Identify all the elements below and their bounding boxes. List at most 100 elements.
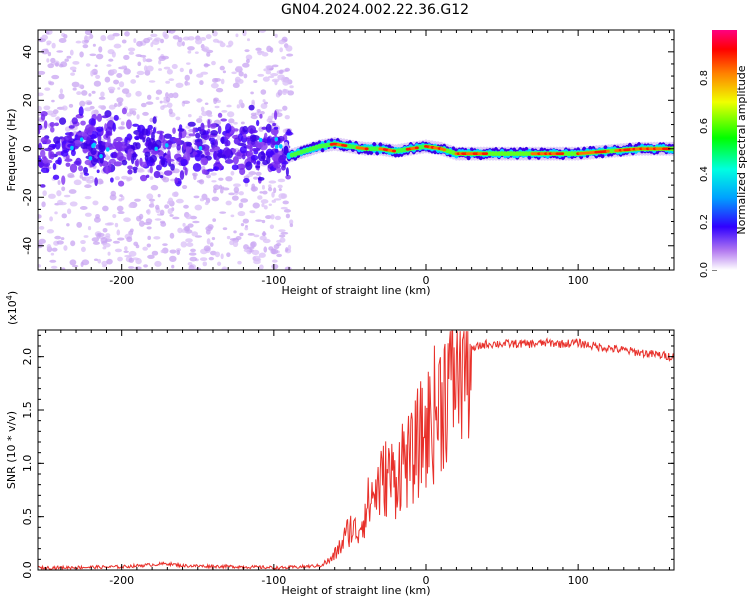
heatmap-cell — [188, 133, 196, 137]
heatmap-cell — [151, 250, 159, 256]
heatmap-cell — [94, 177, 98, 186]
heatmap-cell — [38, 123, 43, 131]
heatmap-cell — [200, 157, 209, 166]
heatmap-cell — [266, 136, 271, 146]
heatmap-cell — [134, 266, 142, 270]
heatmap-cell — [256, 108, 261, 113]
heatmap-cell — [83, 176, 90, 182]
heatmap-cell — [95, 53, 104, 60]
heatmap-cell — [233, 183, 241, 187]
heatmap-cell — [189, 256, 198, 262]
heatmap-cell — [261, 219, 266, 224]
heatmap-cell — [82, 44, 89, 49]
heatmap-cell — [196, 73, 204, 78]
heatmap-cell — [172, 216, 180, 220]
heatmap-cell — [166, 69, 173, 75]
heatmap-cell — [184, 167, 188, 176]
heatmap-cell — [276, 239, 282, 243]
heatmap-cell — [273, 187, 277, 194]
heatmap-cell — [92, 43, 96, 47]
heatmap-cell — [231, 195, 239, 201]
heatmap-cell — [89, 34, 94, 39]
heatmap-cell — [97, 178, 104, 185]
heatmap-cell — [69, 163, 78, 173]
heatmap-cell — [46, 229, 55, 234]
heatmap-cell — [239, 145, 247, 154]
heatmap-cell — [233, 121, 238, 125]
heatmap-cell — [98, 105, 104, 109]
heatmap-cell — [392, 149, 397, 153]
heatmap-cell — [605, 149, 610, 153]
heatmap-cell — [124, 31, 130, 37]
heatmap-cell — [243, 73, 248, 79]
heatmap-cell — [60, 61, 68, 68]
heatmap-cell — [165, 96, 171, 103]
heatmap-cell — [242, 62, 250, 68]
heatmap-cell — [139, 174, 148, 182]
heatmap-cell — [167, 154, 172, 165]
heatmap-cell — [63, 245, 68, 251]
heatmap-cell — [171, 191, 179, 197]
heatmap-cell — [264, 132, 268, 139]
heatmap-cell — [101, 141, 106, 146]
heatmap-cell — [165, 92, 169, 98]
heatmap-cell — [259, 113, 263, 119]
heatmap-cell — [55, 159, 61, 165]
heatmap-cell — [134, 135, 140, 140]
heatmap-cell — [102, 242, 111, 248]
heatmap-cell — [171, 264, 175, 269]
heatmap-cell — [38, 70, 46, 75]
heatmap-cell — [104, 76, 111, 83]
heatmap-cell — [245, 161, 253, 171]
heatmap-cell — [253, 80, 258, 83]
heatmap-cell — [280, 206, 288, 210]
heatmap-cell — [244, 182, 248, 187]
heatmap-cell — [38, 92, 44, 97]
heatmap-cell — [130, 155, 135, 165]
heatmap-cell — [270, 214, 275, 220]
heatmap-cell — [84, 195, 92, 200]
heatmap-cell — [172, 35, 180, 40]
heatmap-cell — [272, 259, 278, 263]
heatmap-cell — [205, 151, 211, 156]
heatmap-cell — [177, 227, 183, 234]
heatmap-cell — [52, 109, 59, 115]
heatmap-cell — [136, 114, 140, 120]
heatmap-cell — [158, 68, 163, 71]
heatmap-cell — [48, 143, 57, 148]
heatmap-cell — [40, 184, 46, 188]
heatmap-cell — [226, 133, 232, 138]
heatmap-cell — [45, 31, 50, 35]
heatmap-cell — [67, 173, 75, 178]
heatmap-cell — [121, 145, 127, 149]
heatmap-cell — [258, 30, 267, 33]
heatmap-cell — [230, 170, 235, 176]
heatmap-cell — [202, 46, 210, 53]
heatmap-cell — [258, 137, 263, 143]
y-tick-label-bottom: 0.0 — [21, 561, 34, 579]
heatmap-cell — [113, 79, 120, 85]
heatmap-cell — [243, 248, 251, 253]
heatmap-cell — [273, 198, 282, 201]
heatmap-cell — [247, 125, 257, 134]
heatmap-cell — [171, 63, 178, 70]
heatmap-cell — [76, 91, 82, 96]
y-axis-label-bottom: SNR (10 * v/v) — [5, 411, 18, 489]
heatmap-cell — [199, 80, 204, 86]
heatmap-cell — [49, 216, 53, 222]
heatmap-cell — [126, 236, 133, 243]
y-tick-label-top: 20 — [21, 93, 34, 107]
heatmap-cell — [110, 68, 118, 75]
heatmap-cell — [261, 52, 269, 57]
heatmap-cell — [140, 102, 147, 108]
heatmap-cell — [71, 81, 80, 88]
heatmap-cell — [166, 102, 173, 108]
heatmap-cell — [159, 209, 165, 216]
heatmap-cell — [246, 246, 255, 250]
colorbar-tick-label: 0.6 — [699, 118, 710, 134]
heatmap-cell — [79, 174, 83, 179]
heatmap-cell — [117, 180, 125, 187]
heatmap-cell — [194, 142, 201, 146]
heatmap-cell — [250, 154, 259, 161]
